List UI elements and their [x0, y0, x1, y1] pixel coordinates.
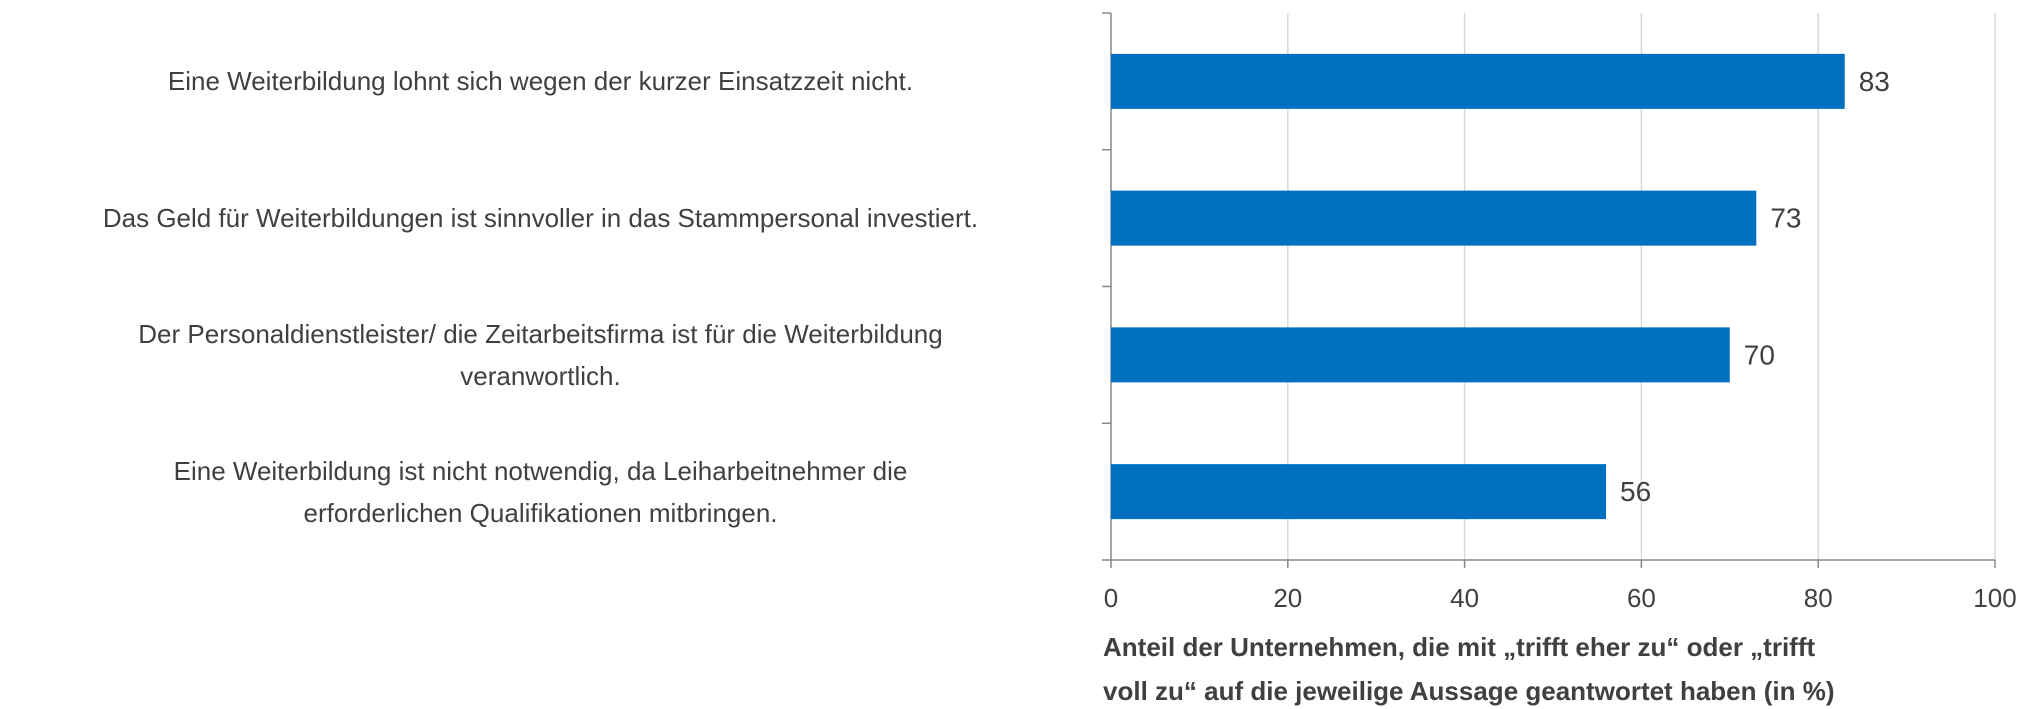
x-tick-label: 60 — [1627, 583, 1656, 613]
bar — [1111, 327, 1730, 383]
x-tick-label: 40 — [1450, 583, 1479, 613]
y-tick-label: Der Personaldienstleister/ die Zeitarbei… — [138, 318, 943, 391]
value-label: 56 — [1620, 476, 1651, 507]
bar — [1111, 190, 1757, 246]
y-tick-label: Eine Weiterbildung lohnt sich wegen der … — [167, 66, 914, 97]
value-label: 70 — [1744, 339, 1775, 370]
value-label: 73 — [1770, 203, 1801, 234]
x-tick-label: 80 — [1804, 583, 1833, 613]
x-axis-title: Anteil der Unternehmen, die mit „trifft … — [1103, 632, 1835, 706]
bar — [1111, 53, 1845, 109]
x-tick-label: 0 — [1104, 583, 1118, 613]
bar — [1111, 464, 1607, 520]
x-tick-label: 100 — [1973, 583, 2016, 613]
value-label: 83 — [1859, 66, 1890, 97]
y-tick-label: Eine Weiterbildung ist nicht notwendig, … — [173, 455, 908, 528]
y-tick-label: Das Geld für Weiterbildungen ist sinnvol… — [102, 203, 979, 234]
x-tick-label: 20 — [1273, 583, 1302, 613]
